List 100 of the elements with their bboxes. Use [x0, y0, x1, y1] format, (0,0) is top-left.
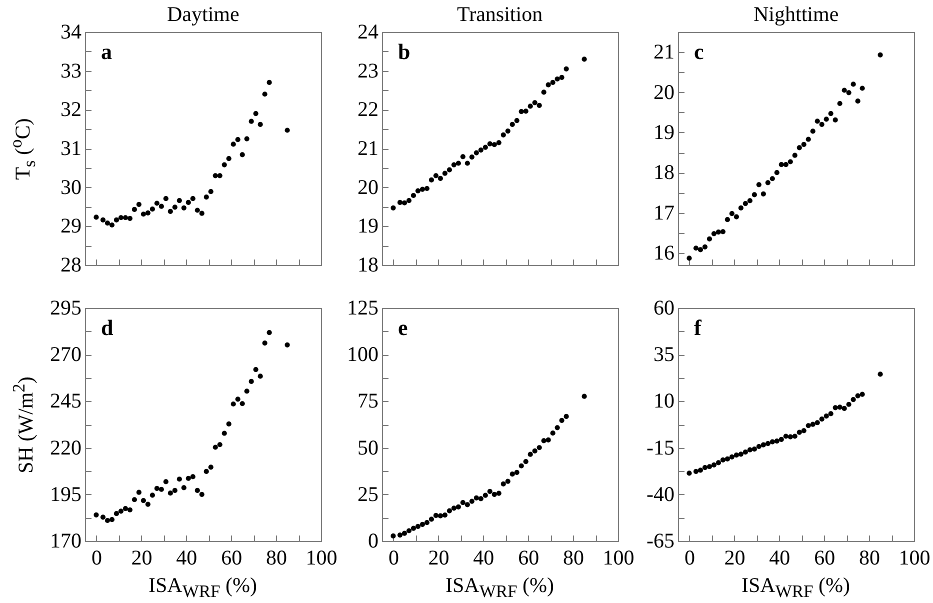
point: [528, 104, 533, 109]
point: [850, 82, 856, 87]
point: [181, 205, 186, 210]
point: [240, 152, 245, 158]
point: [532, 448, 538, 454]
point: [415, 524, 421, 530]
point: [150, 492, 155, 498]
point: [729, 454, 734, 460]
point: [693, 468, 699, 474]
y-tick-label: 19: [358, 214, 378, 238]
x-tick-label: 100: [898, 546, 930, 570]
point: [446, 508, 452, 514]
point: [796, 145, 802, 150]
point: [832, 405, 838, 410]
point: [819, 122, 824, 127]
point: [240, 401, 245, 406]
y-tick-label: 30: [60, 174, 82, 199]
x-tick-label: 40: [473, 546, 494, 570]
point: [478, 496, 484, 502]
point: [438, 513, 443, 518]
y-tick-label: 24: [358, 20, 379, 44]
point: [582, 56, 587, 62]
point: [154, 200, 160, 206]
point: [94, 214, 99, 220]
point: [496, 490, 502, 496]
annotation: c: [694, 39, 704, 64]
chart-title: Nighttime: [754, 2, 839, 27]
point: [199, 210, 204, 216]
point: [190, 474, 196, 480]
point: [262, 92, 268, 97]
point: [194, 488, 200, 494]
point: [284, 342, 290, 348]
point: [145, 502, 150, 507]
y-tick-label: 75: [358, 388, 378, 413]
point: [760, 191, 766, 196]
y-tick-label: -65: [646, 528, 674, 552]
point: [878, 372, 883, 377]
point: [258, 374, 263, 379]
y-tick-label: 28: [60, 252, 82, 276]
point: [420, 522, 426, 527]
point: [154, 486, 160, 491]
point: [706, 236, 712, 242]
point: [456, 160, 461, 166]
point: [514, 118, 520, 124]
point: [464, 160, 470, 166]
point: [505, 128, 510, 134]
point: [505, 478, 510, 484]
x-tick-label: 60: [221, 546, 242, 570]
annotation: f: [694, 315, 702, 340]
point: [528, 452, 533, 457]
point: [832, 117, 838, 123]
point: [752, 192, 757, 198]
point: [724, 217, 730, 222]
point: [774, 170, 780, 176]
annotation: d: [101, 315, 114, 340]
point: [474, 495, 479, 500]
point: [550, 80, 556, 86]
point: [693, 246, 699, 251]
x-tick-label: 20: [428, 546, 450, 570]
point: [397, 200, 403, 206]
y-tick-label: 220: [50, 435, 82, 460]
point: [824, 414, 829, 419]
point: [720, 229, 726, 234]
point: [186, 476, 191, 481]
point: [824, 116, 829, 122]
y-tick-label: 195: [50, 482, 82, 506]
point: [711, 231, 717, 236]
point: [698, 247, 704, 252]
x-axis-title: ISA$_{WRF}$ (%): [742, 573, 850, 602]
y-tick-label: 23: [358, 58, 378, 82]
x-tick-label: 0: [388, 546, 399, 570]
point: [510, 122, 515, 127]
point: [132, 206, 137, 212]
y-tick-label: 18: [358, 252, 378, 276]
point: [734, 214, 739, 220]
y-tick-label: 20: [654, 80, 674, 104]
point: [801, 428, 806, 434]
point: [258, 122, 263, 127]
point: [747, 447, 752, 452]
y-tick-label: 10: [654, 388, 674, 413]
y-tick-label: 31: [60, 136, 82, 160]
point: [390, 205, 396, 210]
y-tick-label: 33: [60, 58, 82, 82]
point: [424, 186, 430, 192]
point: [492, 492, 497, 497]
point: [734, 452, 739, 458]
x-axis-title: ISA$_{WRF}$ (%): [148, 573, 258, 602]
point: [738, 205, 744, 210]
point: [788, 434, 793, 440]
x-tick-label: 20: [131, 546, 152, 570]
point: [140, 212, 146, 217]
y-tick-label: 16: [654, 240, 674, 264]
point: [801, 142, 806, 148]
point: [554, 425, 560, 430]
point: [132, 497, 137, 502]
point: [451, 506, 456, 511]
point: [217, 442, 222, 448]
point: [842, 88, 847, 93]
point: [262, 340, 268, 346]
point: [94, 512, 99, 518]
